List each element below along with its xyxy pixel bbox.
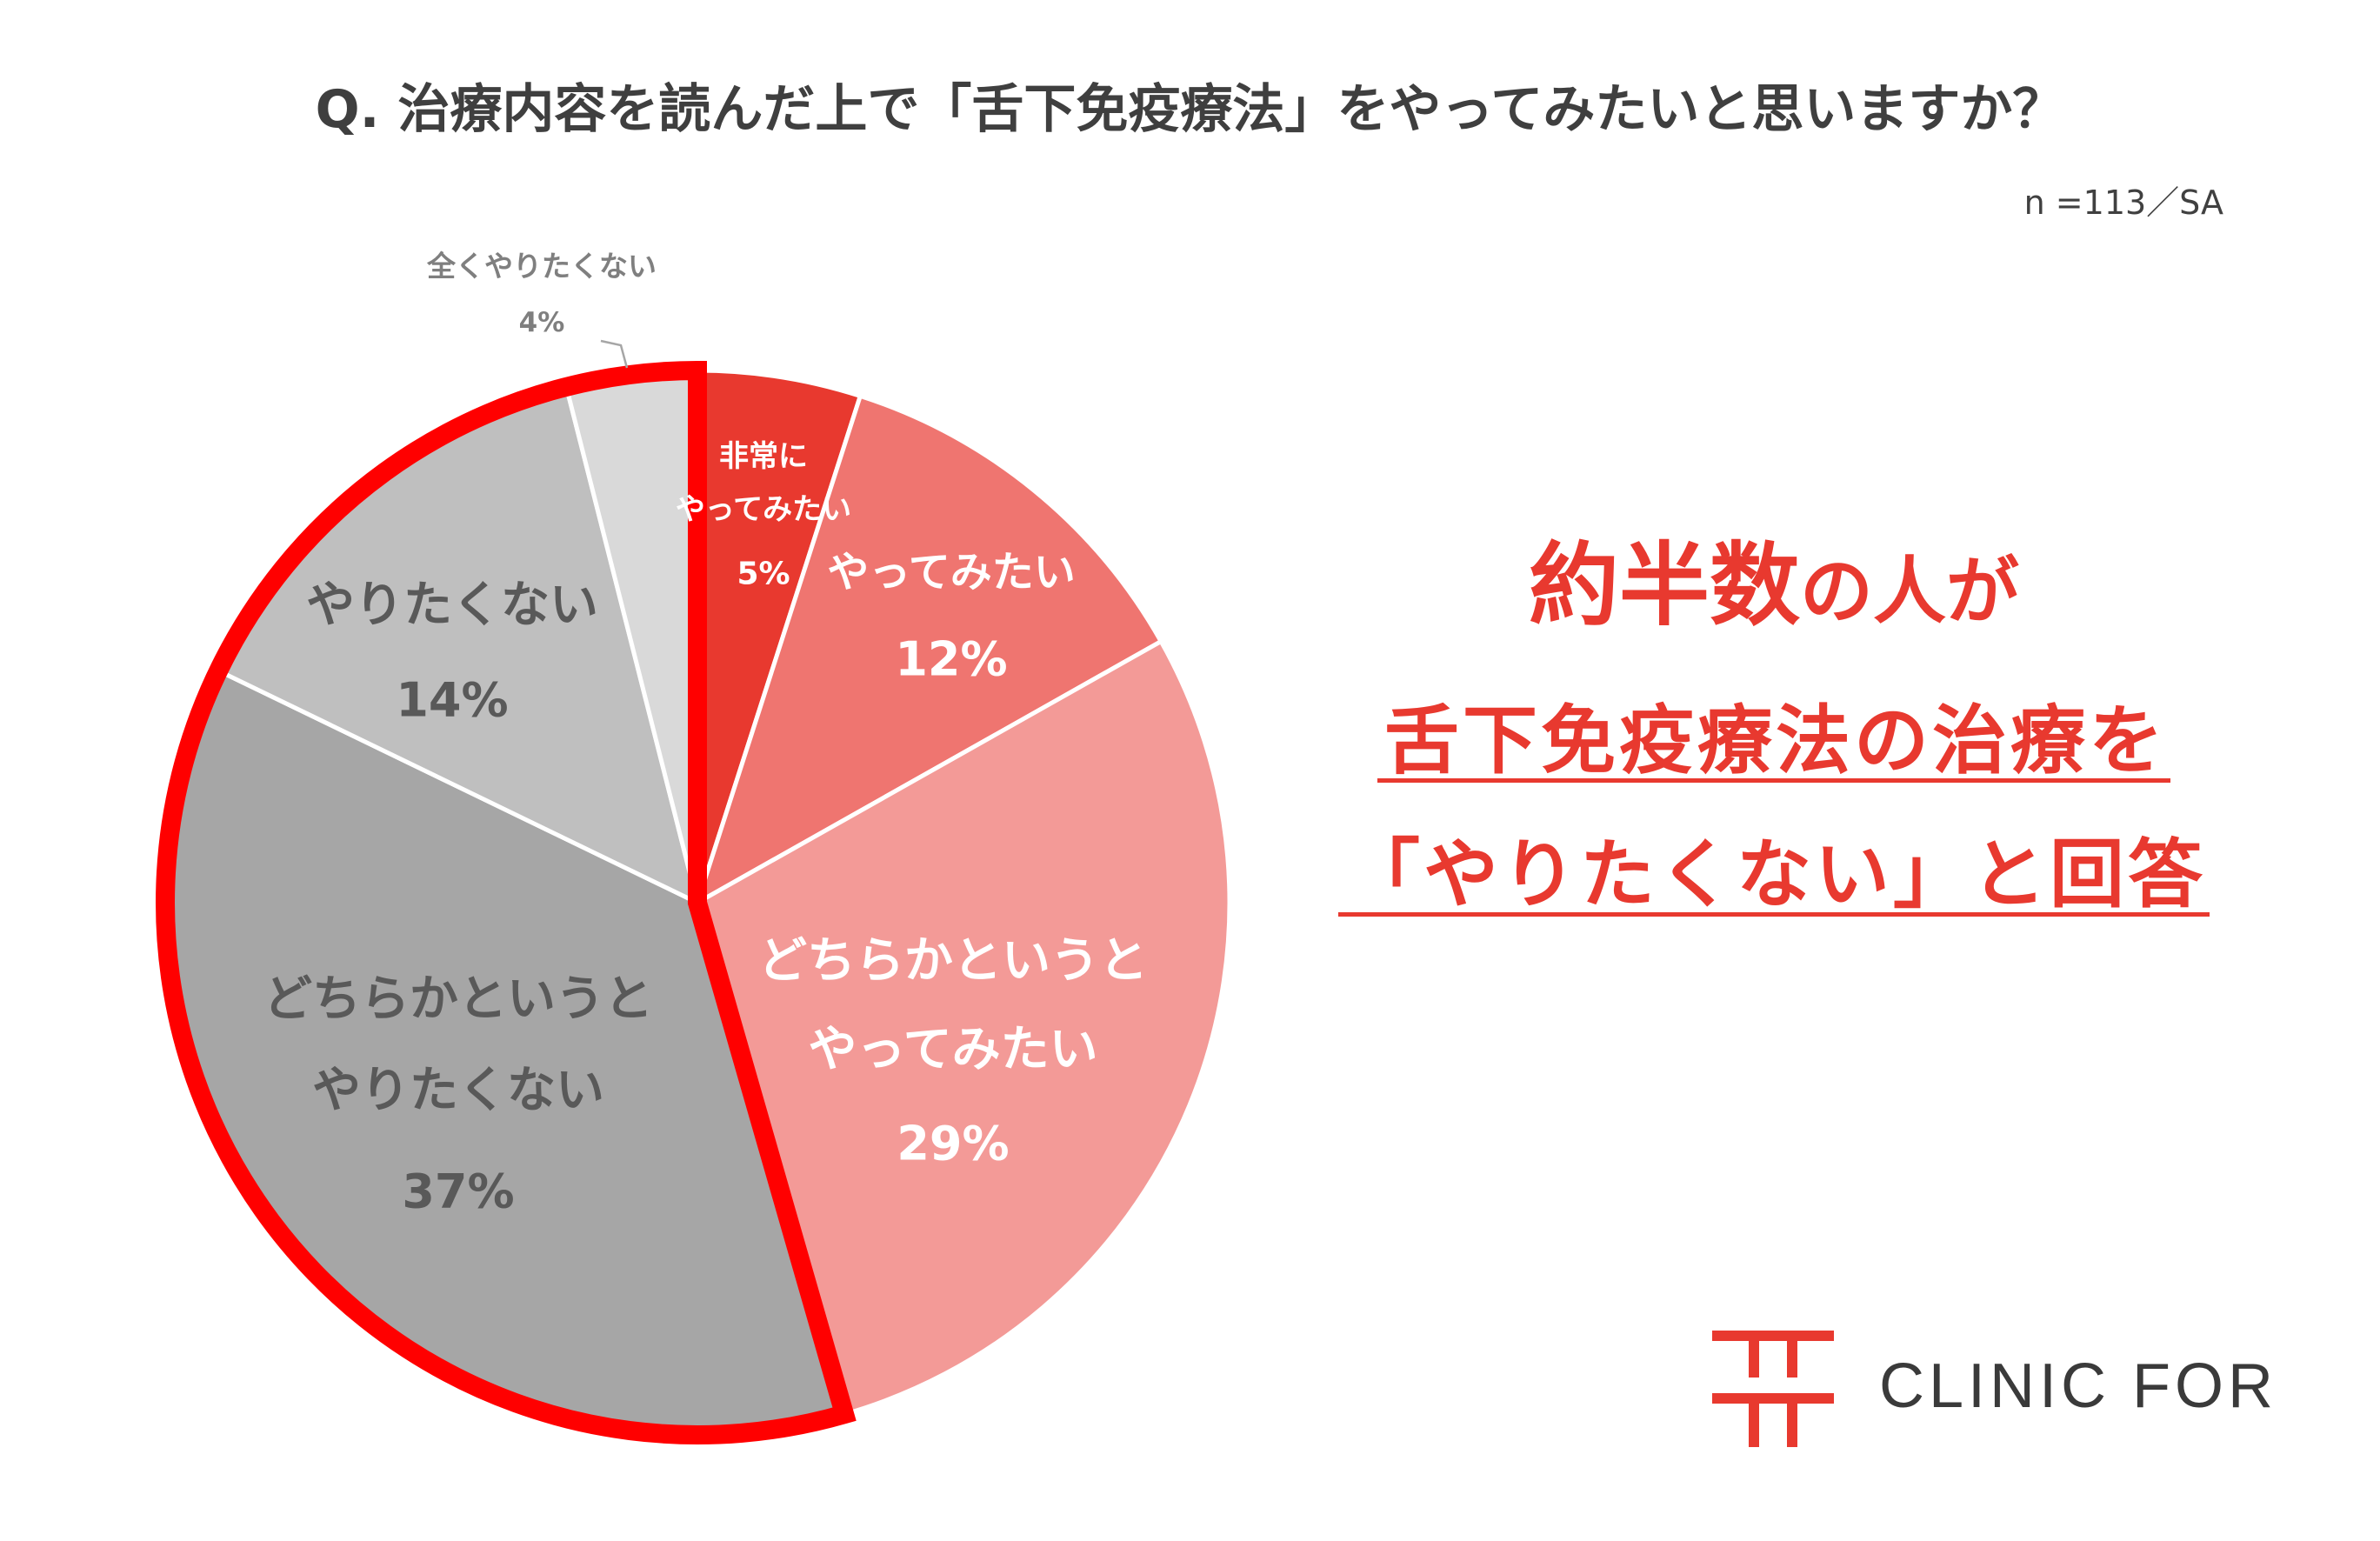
leader-line <box>600 339 629 369</box>
callout-headline: 約半数の人が <box>1252 524 2296 646</box>
slice-label-2-line-1: やってみたい <box>808 1022 1097 1078</box>
slice-value-label-5: 4% <box>519 307 565 338</box>
sample-size-note: n =113／SA <box>2023 183 2223 222</box>
highlight-outline <box>156 360 857 1444</box>
slice-value-label-0: 5% <box>737 557 790 592</box>
slice-value-label-4: 14% <box>396 673 508 728</box>
slice-label-1-line-0: やってみたい <box>827 548 1076 597</box>
callout-line-3: 「やりたくない」と回答 <box>1252 837 2296 917</box>
pie-slice-2 <box>695 639 1232 1417</box>
slice-label-3-line-1: やりたくない <box>312 1063 604 1119</box>
slice-label-3-line-0: どちらかというと <box>263 971 653 1028</box>
slice-label-2-line-0: どちらかというと <box>758 933 1148 990</box>
callout-headline-emphasis: 約半数 <box>1528 532 1800 638</box>
slice-value-label-1: 12% <box>895 632 1007 687</box>
slice-label-5-line-0: 全くやりたくない <box>426 250 657 284</box>
pie-slice-1 <box>695 393 1163 905</box>
slice-value-label-2: 29% <box>897 1117 1009 1171</box>
slice-label-4-line-0: やりたくない <box>306 577 598 634</box>
slice-label-0-line-0: 非常に <box>719 439 808 474</box>
callout-headline-rest: の人が <box>1800 549 2020 634</box>
slice-value-label-3: 37% <box>402 1164 514 1219</box>
clinic-cross-icon <box>1712 1331 1834 1447</box>
pie-slices <box>163 368 1232 1438</box>
callout-line-2-text: 舌下免疫療法の治療を <box>1377 704 2170 783</box>
callout-line-2: 舌下免疫療法の治療を <box>1252 704 2296 783</box>
logo-text: CLINIC FOR <box>1879 1351 2278 1421</box>
callout-line-3-text: 「やりたくない」と回答 <box>1338 837 2210 917</box>
slice-label-0-line-1: やってみたい <box>676 492 851 527</box>
chart-title: Q. 治療内容を読んだ上で「舌下免疫療法」をやってみたいと思いますか？ <box>315 79 2065 140</box>
